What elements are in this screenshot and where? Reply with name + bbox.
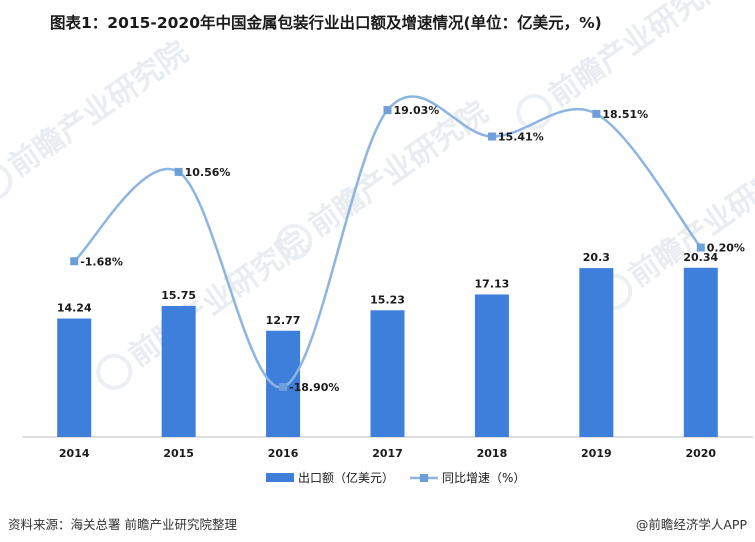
bar-value-label: 15.23 — [370, 293, 405, 306]
growth-value-label: 19.03% — [394, 104, 440, 117]
bar — [161, 305, 196, 437]
bar — [57, 318, 92, 437]
growth-value-label: 10.56% — [185, 166, 231, 179]
growth-value-label: 18.51% — [602, 108, 648, 121]
bar — [579, 268, 614, 437]
legend-line-marker — [420, 474, 428, 482]
bar-value-label: 20.3 — [583, 251, 610, 264]
bar-value-label: 17.13 — [475, 277, 510, 290]
bar-value-label: 15.75 — [161, 289, 196, 302]
growth-value-label: 15.41% — [498, 131, 544, 144]
growth-marker — [383, 106, 392, 115]
growth-marker — [592, 109, 601, 118]
watermark-text: 前瞻产业研究院 — [543, 0, 735, 114]
legend: 出口额（亿美元） 同比增速（%） — [266, 470, 525, 485]
watermark-logo-icon — [516, 93, 553, 130]
legend-line-label: 同比增速（%） — [442, 471, 525, 485]
bar-value-label: 14.24 — [57, 302, 92, 315]
bar — [370, 310, 405, 437]
watermark: 前瞻产业研究院 — [596, 145, 755, 310]
source-note: 资料来源：海关总署 前瞻产业研究院整理 — [8, 517, 237, 532]
watermark-text: 前瞻产业研究院 — [3, 35, 195, 184]
x-tick-label: 2018 — [477, 447, 508, 460]
bar-label-group: 14.24 15.75 12.77 15.23 17.13 20.3 20.34 — [57, 251, 719, 327]
growth-label-group: -1.68% 10.56% -18.90% 19.03% 15.41% 18.51% 0.2… — [80, 104, 745, 394]
growth-marker — [487, 132, 496, 141]
chart-title: 图表1：2015-2020年中国金属包装行业出口额及增速情况(单位：亿美元，%) — [50, 14, 602, 32]
growth-value-label: -18.90% — [289, 381, 339, 394]
bar — [683, 267, 718, 437]
credit-note: @前瞻经济学人APP — [635, 517, 747, 532]
bar-value-label: 20.34 — [683, 251, 718, 264]
x-tick-label: 2020 — [685, 447, 716, 460]
growth-value-label: 0.20% — [707, 242, 745, 255]
x-axis-ticks: 2014 2015 2016 2017 2018 2019 2020 — [59, 447, 717, 460]
watermark-logo-icon — [96, 353, 133, 390]
x-tick-label: 2015 — [163, 447, 194, 460]
x-tick-label: 2014 — [59, 447, 90, 460]
bar-value-label: 12.77 — [266, 314, 301, 327]
watermark-logo-icon — [0, 163, 13, 200]
legend-bar-label: 出口额（亿美元） — [298, 470, 394, 485]
legend-bar-swatch — [266, 473, 294, 482]
growth-marker — [696, 243, 705, 252]
growth-marker — [174, 167, 183, 176]
watermark: 前瞻产业研究院 — [0, 35, 195, 200]
growth-value-label: -1.68% — [80, 255, 123, 268]
x-tick-label: 2017 — [372, 447, 403, 460]
growth-marker — [279, 382, 288, 391]
growth-marker — [70, 257, 79, 266]
watermark-logo-icon — [276, 223, 313, 260]
bar — [474, 294, 509, 437]
x-tick-label: 2019 — [581, 447, 612, 460]
x-tick-label: 2016 — [268, 447, 299, 460]
growth-line-series — [70, 95, 705, 391]
watermark-text: 前瞻产业研究院 — [303, 95, 495, 244]
